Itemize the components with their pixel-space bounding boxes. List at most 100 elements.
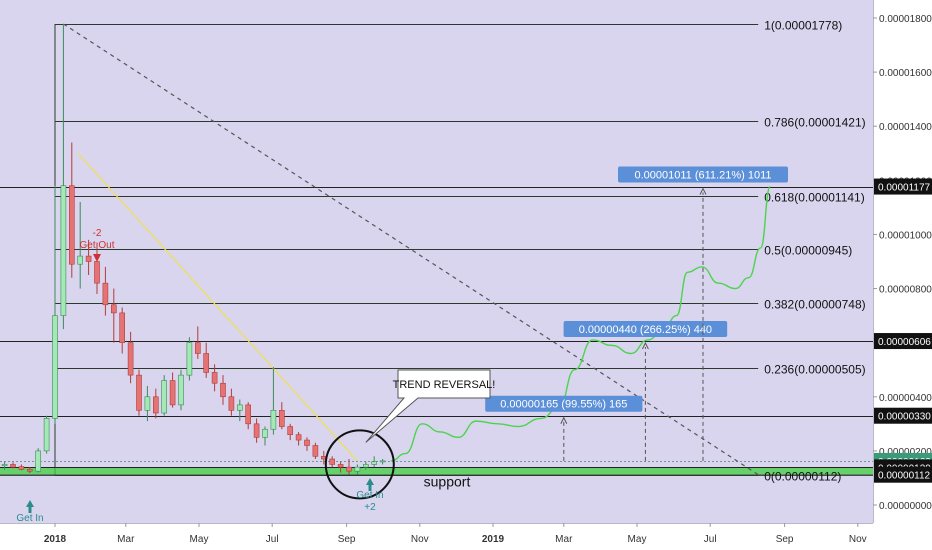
- y-tick-label-5: 0.00000800: [879, 285, 932, 296]
- target-arrow-head-0: [560, 416, 568, 424]
- support-zone: [0, 467, 873, 475]
- candle-29: [245, 402, 251, 430]
- y-tick-label-0: 0.00001800: [879, 14, 932, 25]
- candle-body: [203, 353, 209, 373]
- fib-label-1: 0.786(0.00001421): [764, 116, 865, 130]
- y-tick-label-7: 0.00000400: [879, 393, 932, 404]
- candle-body: [119, 312, 125, 343]
- candle-45: [379, 459, 386, 465]
- candle-body: [253, 423, 260, 438]
- price-tag-bg-1: [874, 333, 932, 350]
- fib-label-4: 0.382(0.00000748): [764, 298, 865, 312]
- x-tick-label-1: Mar: [117, 534, 135, 545]
- candle-body: [379, 460, 386, 463]
- y-tick-label-8: 0.00000200: [879, 447, 932, 458]
- candle-body: [85, 255, 92, 262]
- candle-body: [26, 468, 33, 472]
- price-tag-bg-5: [874, 466, 932, 483]
- callout-box: [365, 369, 491, 443]
- candle-body: [270, 410, 277, 430]
- candle-body: [245, 404, 251, 425]
- candle-7: [60, 23, 67, 330]
- candle-35: [295, 431, 302, 446]
- candle-body: [77, 255, 83, 265]
- candle-39: [329, 456, 336, 468]
- candle-body: [329, 458, 336, 465]
- candle-9: [77, 201, 83, 289]
- candle-body: [237, 404, 243, 411]
- candle-43: [362, 461, 369, 470]
- y-tick-label-2: 0.00001400: [879, 122, 932, 133]
- candle-body: [35, 450, 42, 472]
- x-tick-label-11: Nov: [849, 534, 867, 545]
- candle-body: [186, 342, 193, 376]
- x-tick-label-0: 2018: [44, 534, 67, 545]
- get-in-left-arrow: [26, 500, 34, 513]
- candle-5: [43, 415, 50, 454]
- candle-19: [161, 375, 167, 416]
- candle-42: [354, 464, 361, 475]
- candle-17: [144, 385, 151, 422]
- fib-label-2: 0.618(0.00001141): [764, 191, 865, 205]
- candle-16: [136, 369, 142, 416]
- x-tick-label-7: Mar: [555, 534, 573, 545]
- price-tag-label-2: 0.00000330: [878, 412, 931, 423]
- price-tag-label-1: 0.00000606: [878, 337, 931, 348]
- candle-body: [10, 464, 16, 468]
- candle-10: [85, 239, 92, 276]
- candle-26: [220, 375, 226, 405]
- candle-body: [346, 466, 352, 472]
- candle-30: [253, 418, 260, 443]
- target-label-2: 0.00001011 (611.21%) 1011: [634, 170, 771, 182]
- candle-body: [195, 342, 201, 354]
- candle-body: [228, 396, 235, 411]
- get-in-right-arrow: [366, 478, 374, 491]
- x-tick-label-3: Jul: [266, 534, 279, 545]
- candle-41: [346, 459, 352, 475]
- candle-body: [136, 374, 142, 411]
- target-label-1: 0.00000440 (266.25%) 440: [579, 324, 712, 336]
- candle-body: [312, 445, 319, 457]
- candle-3: [26, 467, 33, 474]
- candle-6: [52, 185, 58, 424]
- x-tick-label-5: Nov: [411, 534, 429, 545]
- candle-body: [295, 434, 302, 441]
- get-out-sub: -2: [93, 228, 102, 239]
- candle-body: [111, 304, 117, 314]
- candle-body: [161, 380, 167, 414]
- candle-14: [119, 307, 125, 354]
- candle-23: [195, 326, 201, 359]
- candle-body: [52, 315, 58, 419]
- target-box-1: [563, 321, 728, 338]
- candle-body: [127, 342, 134, 376]
- candle-body: [287, 426, 294, 435]
- candle-body: [362, 464, 369, 468]
- candle-36: [304, 437, 310, 451]
- candle-body: [169, 380, 176, 406]
- fib-label-3: 0.5(0.00000945): [764, 244, 852, 258]
- price-tag-label-5: 0.00000112: [878, 471, 931, 482]
- x-tick-label-6: 2019: [482, 534, 505, 545]
- get-out-arrow: [93, 254, 101, 262]
- get-in-right-sub: +2: [364, 502, 376, 513]
- target-arrow-head-2: [699, 187, 707, 195]
- candle-body: [69, 185, 75, 265]
- x-tick-label-9: Jul: [704, 534, 717, 545]
- candle-20: [169, 372, 176, 408]
- x-tick-label-2: May: [190, 534, 209, 545]
- candle-37: [312, 442, 319, 460]
- x-tick-label-10: Sep: [776, 534, 794, 545]
- candle-body: [43, 418, 50, 452]
- candle-0: [1, 461, 8, 470]
- candle-33: [278, 402, 285, 430]
- candle-27: [228, 388, 235, 416]
- candle-18: [153, 388, 159, 419]
- reversal-circle: [324, 429, 395, 500]
- projection-path: [390, 185, 771, 462]
- candle-22: [186, 337, 193, 381]
- candle-24: [203, 342, 209, 378]
- candle-body: [211, 372, 218, 384]
